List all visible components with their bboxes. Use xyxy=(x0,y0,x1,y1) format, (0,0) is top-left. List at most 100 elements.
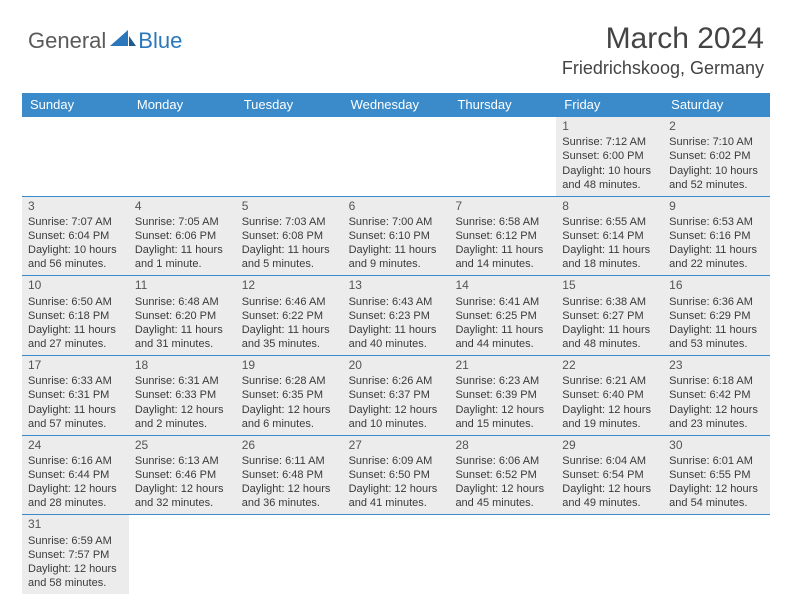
calendar-cell xyxy=(663,515,770,594)
calendar-cell xyxy=(343,117,450,196)
daylight1-text: Daylight: 12 hours xyxy=(28,562,125,576)
logo-sail-icon xyxy=(110,30,136,53)
sunset-text: Sunset: 6:55 PM xyxy=(669,468,766,482)
daylight2-text: and 28 minutes. xyxy=(28,496,125,510)
day-number: 14 xyxy=(455,278,552,293)
sunrise-text: Sunrise: 7:10 AM xyxy=(669,135,766,149)
daylight1-text: Daylight: 11 hours xyxy=(349,243,446,257)
calendar-cell xyxy=(236,515,343,594)
calendar-cell xyxy=(556,515,663,594)
daylight2-text: and 23 minutes. xyxy=(669,417,766,431)
sunset-text: Sunset: 6:54 PM xyxy=(562,468,659,482)
sunset-text: Sunset: 6:18 PM xyxy=(28,309,125,323)
sunset-text: Sunset: 6:31 PM xyxy=(28,388,125,402)
sunset-text: Sunset: 6:50 PM xyxy=(349,468,446,482)
sunset-text: Sunset: 6:29 PM xyxy=(669,309,766,323)
sunrise-text: Sunrise: 6:09 AM xyxy=(349,454,446,468)
day-number: 5 xyxy=(242,199,339,214)
week-row: 3Sunrise: 7:07 AMSunset: 6:04 PMDaylight… xyxy=(22,197,770,277)
sunset-text: Sunset: 6:08 PM xyxy=(242,229,339,243)
day-number: 15 xyxy=(562,278,659,293)
calendar: Sunday Monday Tuesday Wednesday Thursday… xyxy=(22,93,770,594)
calendar-cell: 6Sunrise: 7:00 AMSunset: 6:10 PMDaylight… xyxy=(343,197,450,276)
calendar-cell: 14Sunrise: 6:41 AMSunset: 6:25 PMDayligh… xyxy=(449,276,556,355)
sunset-text: Sunset: 6:33 PM xyxy=(135,388,232,402)
calendar-cell: 20Sunrise: 6:26 AMSunset: 6:37 PMDayligh… xyxy=(343,356,450,435)
daylight1-text: Daylight: 12 hours xyxy=(562,482,659,496)
sunset-text: Sunset: 6:42 PM xyxy=(669,388,766,402)
daylight2-text: and 41 minutes. xyxy=(349,496,446,510)
sunset-text: Sunset: 6:02 PM xyxy=(669,149,766,163)
sunrise-text: Sunrise: 6:28 AM xyxy=(242,374,339,388)
daylight2-text: and 52 minutes. xyxy=(669,178,766,192)
day-number: 22 xyxy=(562,358,659,373)
calendar-cell: 11Sunrise: 6:48 AMSunset: 6:20 PMDayligh… xyxy=(129,276,236,355)
daylight1-text: Daylight: 12 hours xyxy=(242,403,339,417)
day-number: 28 xyxy=(455,438,552,453)
daylight1-text: Daylight: 12 hours xyxy=(242,482,339,496)
daylight1-text: Daylight: 11 hours xyxy=(242,243,339,257)
daylight2-text: and 36 minutes. xyxy=(242,496,339,510)
location-label: Friedrichskoog, Germany xyxy=(562,58,764,79)
daylight2-text: and 35 minutes. xyxy=(242,337,339,351)
daylight2-text: and 40 minutes. xyxy=(349,337,446,351)
calendar-cell: 10Sunrise: 6:50 AMSunset: 6:18 PMDayligh… xyxy=(22,276,129,355)
sunrise-text: Sunrise: 7:12 AM xyxy=(562,135,659,149)
daylight1-text: Daylight: 12 hours xyxy=(28,482,125,496)
sunrise-text: Sunrise: 6:31 AM xyxy=(135,374,232,388)
dayhead-wed: Wednesday xyxy=(343,93,450,117)
logo-text-general: General xyxy=(28,28,106,54)
day-number: 10 xyxy=(28,278,125,293)
daylight2-text: and 53 minutes. xyxy=(669,337,766,351)
calendar-cell: 28Sunrise: 6:06 AMSunset: 6:52 PMDayligh… xyxy=(449,436,556,515)
daylight1-text: Daylight: 11 hours xyxy=(242,323,339,337)
sunset-text: Sunset: 6:16 PM xyxy=(669,229,766,243)
calendar-cell: 16Sunrise: 6:36 AMSunset: 6:29 PMDayligh… xyxy=(663,276,770,355)
day-number: 19 xyxy=(242,358,339,373)
daylight1-text: Daylight: 11 hours xyxy=(135,323,232,337)
daylight2-text: and 27 minutes. xyxy=(28,337,125,351)
sunset-text: Sunset: 6:10 PM xyxy=(349,229,446,243)
calendar-cell: 13Sunrise: 6:43 AMSunset: 6:23 PMDayligh… xyxy=(343,276,450,355)
calendar-cell: 24Sunrise: 6:16 AMSunset: 6:44 PMDayligh… xyxy=(22,436,129,515)
month-title: March 2024 xyxy=(562,22,764,56)
daylight2-text: and 18 minutes. xyxy=(562,257,659,271)
daylight1-text: Daylight: 11 hours xyxy=(455,243,552,257)
daylight1-text: Daylight: 12 hours xyxy=(669,482,766,496)
sunrise-text: Sunrise: 6:04 AM xyxy=(562,454,659,468)
calendar-cell: 17Sunrise: 6:33 AMSunset: 6:31 PMDayligh… xyxy=(22,356,129,435)
sunrise-text: Sunrise: 6:58 AM xyxy=(455,215,552,229)
day-number: 21 xyxy=(455,358,552,373)
sunrise-text: Sunrise: 6:21 AM xyxy=(562,374,659,388)
sunrise-text: Sunrise: 6:55 AM xyxy=(562,215,659,229)
sunrise-text: Sunrise: 6:33 AM xyxy=(28,374,125,388)
daylight2-text: and 32 minutes. xyxy=(135,496,232,510)
day-header-row: Sunday Monday Tuesday Wednesday Thursday… xyxy=(22,93,770,117)
calendar-cell: 18Sunrise: 6:31 AMSunset: 6:33 PMDayligh… xyxy=(129,356,236,435)
sunrise-text: Sunrise: 7:05 AM xyxy=(135,215,232,229)
daylight2-text: and 57 minutes. xyxy=(28,417,125,431)
sunrise-text: Sunrise: 6:23 AM xyxy=(455,374,552,388)
daylight1-text: Daylight: 12 hours xyxy=(669,403,766,417)
daylight1-text: Daylight: 12 hours xyxy=(455,482,552,496)
calendar-cell: 7Sunrise: 6:58 AMSunset: 6:12 PMDaylight… xyxy=(449,197,556,276)
sunrise-text: Sunrise: 6:38 AM xyxy=(562,295,659,309)
day-number: 23 xyxy=(669,358,766,373)
sunrise-text: Sunrise: 6:59 AM xyxy=(28,534,125,548)
week-row: 1Sunrise: 7:12 AMSunset: 6:00 PMDaylight… xyxy=(22,117,770,197)
daylight1-text: Daylight: 11 hours xyxy=(28,323,125,337)
day-number: 16 xyxy=(669,278,766,293)
sunset-text: Sunset: 6:35 PM xyxy=(242,388,339,402)
calendar-cell xyxy=(129,515,236,594)
sunset-text: Sunset: 6:20 PM xyxy=(135,309,232,323)
sunrise-text: Sunrise: 6:11 AM xyxy=(242,454,339,468)
sunrise-text: Sunrise: 7:00 AM xyxy=(349,215,446,229)
sunset-text: Sunset: 6:23 PM xyxy=(349,309,446,323)
calendar-cell: 3Sunrise: 7:07 AMSunset: 6:04 PMDaylight… xyxy=(22,197,129,276)
sunrise-text: Sunrise: 6:26 AM xyxy=(349,374,446,388)
sunset-text: Sunset: 6:06 PM xyxy=(135,229,232,243)
sunrise-text: Sunrise: 6:18 AM xyxy=(669,374,766,388)
daylight2-text: and 45 minutes. xyxy=(455,496,552,510)
weeks-container: 1Sunrise: 7:12 AMSunset: 6:00 PMDaylight… xyxy=(22,117,770,594)
calendar-cell: 5Sunrise: 7:03 AMSunset: 6:08 PMDaylight… xyxy=(236,197,343,276)
